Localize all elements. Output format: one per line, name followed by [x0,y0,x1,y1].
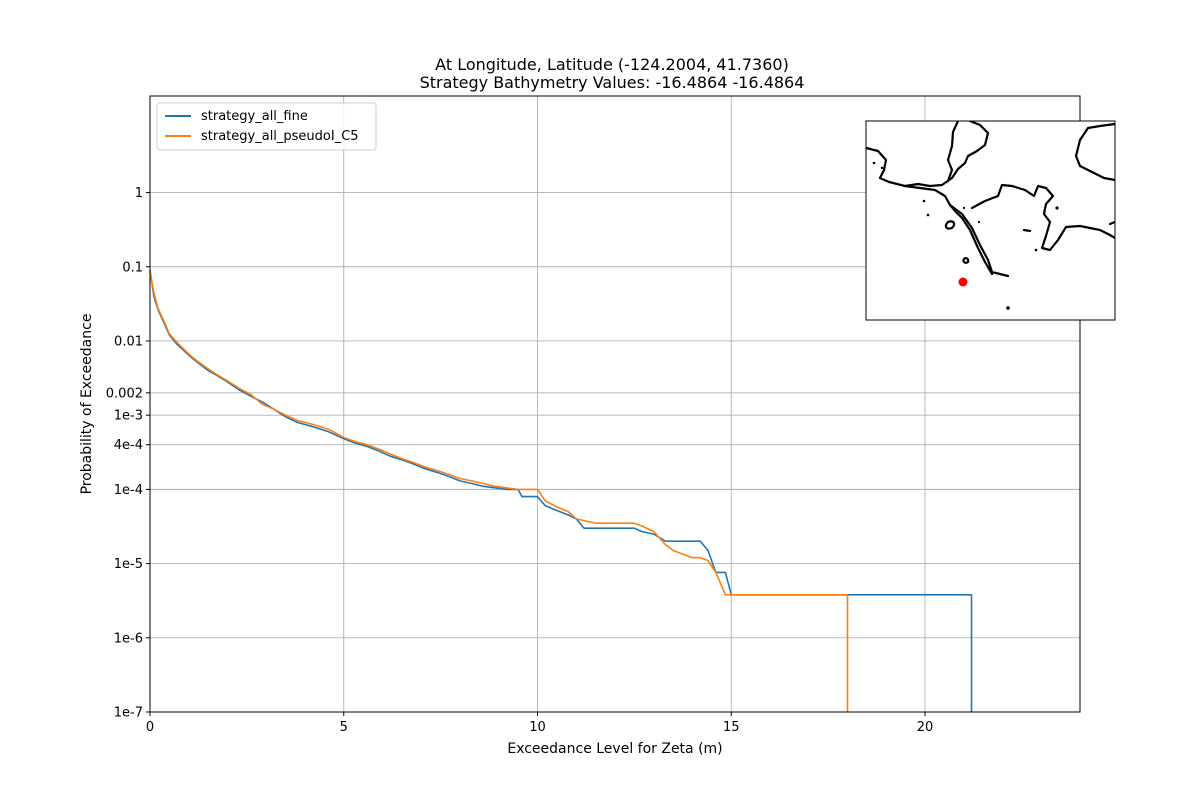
y-tick-label: 4e-4 [114,438,143,453]
y-tick-label: 1 [135,186,143,201]
chart-title-line-1: At Longitude, Latitude (-124.2004, 41.73… [435,55,789,74]
axis-ticks: 0 5 10 15 20 1 0.1 0.01 0.002 1e-3 4e-4 1e-4 1e-5 1e-… [106,186,933,735]
x-tick-label: 0 [146,720,154,735]
y-tick-label: 1e-7 [114,706,143,721]
plot-frame [149,95,1081,713]
inset-location-map [865,120,1116,321]
x-tick-label: 5 [340,720,348,735]
x-tick-label: 15 [723,720,740,735]
y-tick-label: 0.1 [122,260,143,275]
inset-map-background [866,121,1115,320]
y-axis-label: Probability of Exceedance [79,314,95,495]
legend: strategy_all_fine strategy_all_pseudoI_C… [156,102,377,151]
y-tick-label: 0.01 [114,334,143,349]
y-tick-label: 1e-5 [114,557,143,572]
y-tick-label: 0.002 [106,386,143,401]
series-layer [149,269,973,712]
y-tick-label: 1e-3 [114,409,143,424]
location-marker [958,277,968,287]
coastline [866,121,1115,278]
islands [872,161,1059,310]
legend-box [156,102,377,151]
legend-label-strategy-all-fine: strategy_all_fine [201,109,308,124]
chart-title-line-2: Strategy Bathymetry Values: -16.4864 -16… [420,73,805,92]
x-tick-label: 20 [917,720,934,735]
y-tick-label: 1e-4 [114,483,143,498]
inset-map-frame [865,120,1116,321]
series-line-strategy-all-pseudoi-c5 [149,271,849,712]
x-axis-label: Exceedance Level for Zeta (m) [507,741,722,757]
y-tick-label: 1e-6 [114,631,143,646]
legend-label-strategy-all-pseudoi-c5: strategy_all_pseudoI_C5 [201,129,359,144]
x-tick-label: 10 [529,720,546,735]
